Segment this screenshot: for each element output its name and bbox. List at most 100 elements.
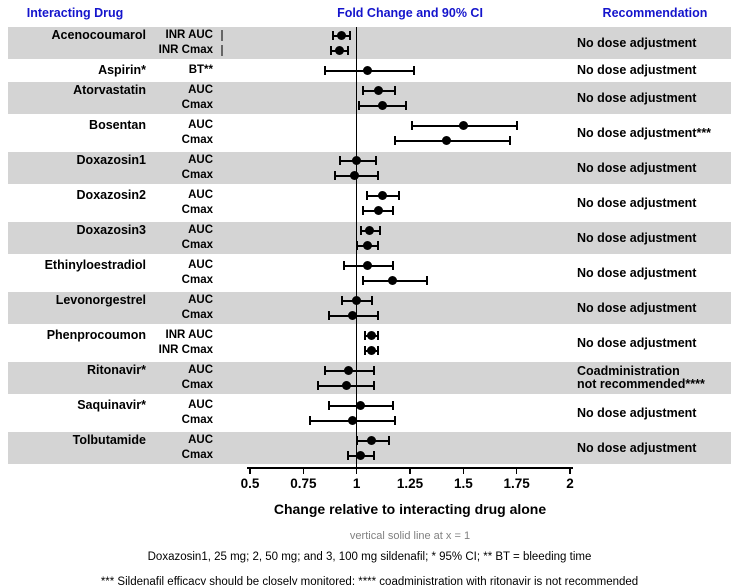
ci-cap-low <box>323 366 326 375</box>
measure-label: AUC <box>188 224 213 236</box>
footnote-1: Doxazosin1, 25 mg; 2, 50 mg; and 3, 100 … <box>147 551 592 563</box>
recommendation-label: No dose adjustment <box>577 300 697 315</box>
x-axis-tick <box>515 468 518 474</box>
measure-label: Cmax <box>181 134 213 146</box>
measure-label: AUC <box>188 189 213 201</box>
measure-label: INR AUC <box>165 29 214 41</box>
ci-cap-high <box>391 401 394 410</box>
x-axis-tick <box>355 468 358 474</box>
ci-cap-high <box>377 171 379 180</box>
measure-label: Cmax <box>181 414 213 426</box>
reference-line <box>355 27 358 468</box>
measure-label: AUC <box>188 154 213 166</box>
measure-label: AUC <box>188 399 213 411</box>
drug-label: Tolbutamide <box>72 433 146 447</box>
row-band <box>8 362 731 394</box>
x-tick-label: 1 <box>352 476 361 491</box>
point-estimate <box>343 366 353 375</box>
ci-cap-low <box>317 381 320 390</box>
ci-cap-high <box>347 46 350 55</box>
point-estimate <box>458 121 468 130</box>
recommendation-label: No dose adjustment <box>577 195 697 210</box>
row-band <box>8 27 731 59</box>
ci-cap-high <box>372 381 375 390</box>
x-axis-note: vertical solid line at x = 1 <box>349 530 471 542</box>
ci-cap-high <box>372 451 375 460</box>
point-estimate <box>347 416 357 425</box>
ci-cap-high <box>387 436 390 445</box>
point-estimate <box>373 86 383 95</box>
ci-cap-low <box>366 191 369 200</box>
ci-cap-low <box>357 101 360 110</box>
ci-cap-low <box>359 226 362 235</box>
point-estimate <box>347 311 357 320</box>
measure-label: Cmax <box>181 169 213 181</box>
drug-label: Saquinavir* <box>77 398 146 412</box>
point-estimate <box>356 401 366 410</box>
ci-cap-low <box>327 401 330 410</box>
drug-label: Levonorgestrel <box>55 293 146 307</box>
x-axis-line <box>247 467 573 469</box>
ci-cap-high <box>349 31 352 40</box>
measure-label: Cmax <box>181 379 213 391</box>
drug-label: Ritonavir* <box>86 363 146 377</box>
row-band <box>8 82 731 114</box>
point-estimate <box>364 226 374 235</box>
ci-cap-high <box>509 136 512 145</box>
point-estimate <box>388 276 398 285</box>
ci-cap-low <box>364 346 367 355</box>
ci-cap-high <box>413 66 416 75</box>
ci-cap-low <box>342 261 345 270</box>
ci-cap-low <box>347 451 350 460</box>
x-tick-label: 1.5 <box>453 476 473 491</box>
x-axis-title: Change relative to interacting drug alon… <box>273 501 547 517</box>
measure-label: INR Cmax <box>158 44 213 56</box>
point-estimate <box>441 136 451 145</box>
point-estimate <box>335 46 345 55</box>
ci-cap-low <box>364 331 367 340</box>
point-estimate <box>337 31 347 40</box>
measure-label: INR Cmax <box>158 344 213 356</box>
recommendation-label: No dose adjustment <box>577 335 697 350</box>
ci-cap-high <box>426 276 429 285</box>
drug-label: Atorvastatin <box>73 83 146 97</box>
measure-label: AUC <box>188 119 213 131</box>
measure-label: Cmax <box>181 449 213 461</box>
x-axis-tick <box>462 468 465 474</box>
point-estimate <box>356 451 366 460</box>
drug-label: Doxazosin1 <box>76 153 146 167</box>
point-estimate <box>373 206 383 215</box>
point-estimate <box>362 241 372 250</box>
recommendation-label: No dose adjustment <box>577 63 697 77</box>
measure-label: AUC <box>188 294 213 306</box>
x-tick-label: 0.75 <box>290 476 317 491</box>
ci-cap-high <box>370 296 373 305</box>
measure-label: AUC <box>188 364 213 376</box>
ci-cap-high <box>394 416 397 425</box>
ci-cap-low <box>327 311 330 320</box>
recommendation-label: No dose adjustment <box>577 160 697 175</box>
ci-cap-high <box>372 366 375 375</box>
ci-cap-low <box>338 156 341 165</box>
column-header-interacting-drug: Interacting Drug <box>26 6 124 20</box>
ci-cap-low <box>340 296 343 305</box>
column-header-fold-change: Fold Change and 90% CI <box>337 6 483 20</box>
measure-label: AUC <box>188 84 213 96</box>
drug-label: Ethinyloestradiol <box>44 258 146 272</box>
measure-label: Cmax <box>181 99 213 111</box>
x-tick-label: 1.25 <box>396 476 424 491</box>
recommendation-label: No dose adjustment*** <box>577 125 712 140</box>
column-header-recommendation: Recommendation <box>602 6 708 20</box>
ci-cap-low <box>362 86 365 95</box>
point-estimate <box>341 381 351 390</box>
drug-label: Doxazosin2 <box>76 188 146 202</box>
x-axis-tick <box>302 468 305 474</box>
point-estimate <box>367 331 377 340</box>
ci-cap-high <box>377 331 379 340</box>
measure-label: AUC <box>188 434 213 446</box>
ci-cap-low <box>334 171 337 180</box>
x-axis-tick <box>569 468 571 474</box>
row-band <box>8 292 731 324</box>
x-tick-label: 1.75 <box>503 476 530 491</box>
measure-label: AUC <box>188 259 213 271</box>
